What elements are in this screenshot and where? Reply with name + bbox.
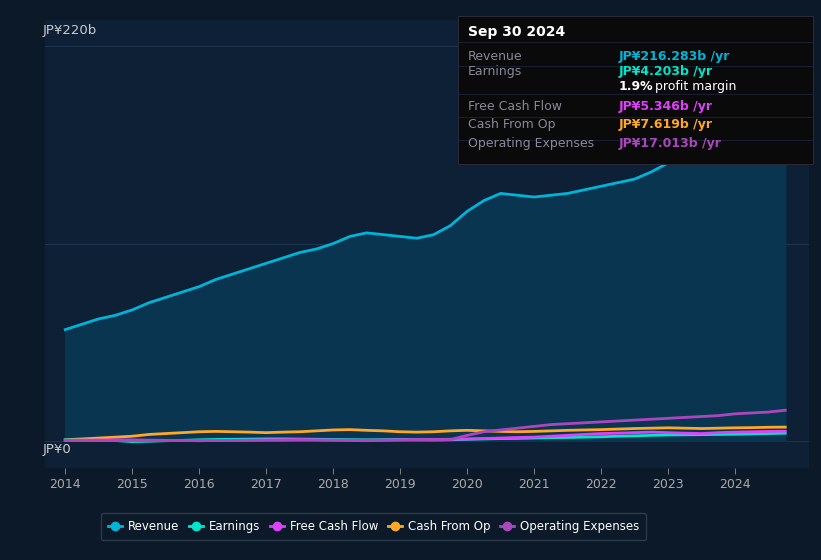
Text: Cash From Op: Cash From Op	[468, 118, 556, 132]
Text: Operating Expenses: Operating Expenses	[468, 137, 594, 150]
Text: Earnings: Earnings	[468, 65, 522, 78]
Text: Sep 30 2024: Sep 30 2024	[468, 26, 565, 39]
Legend: Revenue, Earnings, Free Cash Flow, Cash From Op, Operating Expenses: Revenue, Earnings, Free Cash Flow, Cash …	[101, 513, 646, 540]
Text: JP¥4.203b /yr: JP¥4.203b /yr	[618, 65, 713, 78]
Text: JP¥5.346b /yr: JP¥5.346b /yr	[618, 100, 712, 114]
Text: JP¥216.283b /yr: JP¥216.283b /yr	[618, 50, 730, 63]
Text: 1.9%: 1.9%	[618, 80, 653, 94]
Text: profit margin: profit margin	[651, 80, 736, 94]
Text: JP¥17.013b /yr: JP¥17.013b /yr	[618, 137, 721, 150]
Text: JP¥220b: JP¥220b	[43, 24, 97, 37]
Text: Revenue: Revenue	[468, 50, 523, 63]
Text: Free Cash Flow: Free Cash Flow	[468, 100, 562, 114]
Text: JP¥0: JP¥0	[43, 444, 71, 456]
Text: JP¥7.619b /yr: JP¥7.619b /yr	[618, 118, 712, 132]
